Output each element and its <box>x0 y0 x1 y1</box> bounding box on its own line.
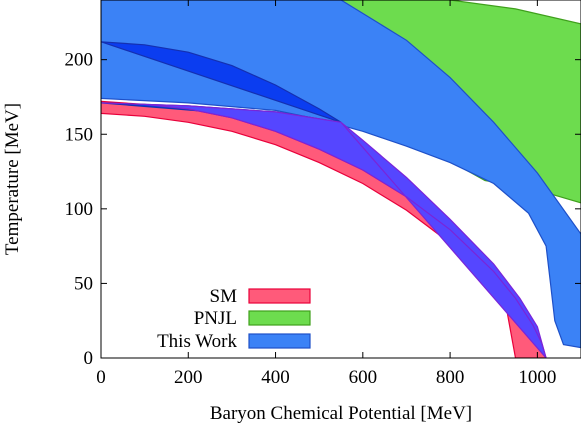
x-tick-label: 400 <box>261 367 290 388</box>
legend-label: PNJL <box>194 308 237 329</box>
x-tick-label: 1000 <box>518 367 556 388</box>
legend-swatch <box>248 310 311 326</box>
plot-frame <box>100 0 581 359</box>
y-tick-label: 100 <box>65 199 94 220</box>
legend-label: SM <box>210 286 238 307</box>
y-axis-title: Temperature [MeV] <box>2 103 23 255</box>
x-tick-label: 800 <box>436 367 465 388</box>
x-tick-label: 0 <box>96 367 106 388</box>
x-tick-label: 600 <box>349 367 378 388</box>
y-tick-label: 50 <box>74 273 93 294</box>
overlap-region-lower <box>101 102 547 358</box>
x-tick-label: 200 <box>174 367 203 388</box>
legend-swatch <box>248 333 311 349</box>
legend-swatch <box>248 288 311 304</box>
y-tick-label: 150 <box>65 124 94 145</box>
legend-label: This Work <box>157 331 237 352</box>
y-tick-label: 200 <box>65 50 94 71</box>
y-tick-label: 0 <box>84 348 94 369</box>
x-axis-title: Baryon Chemical Potential [MeV] <box>210 403 472 424</box>
